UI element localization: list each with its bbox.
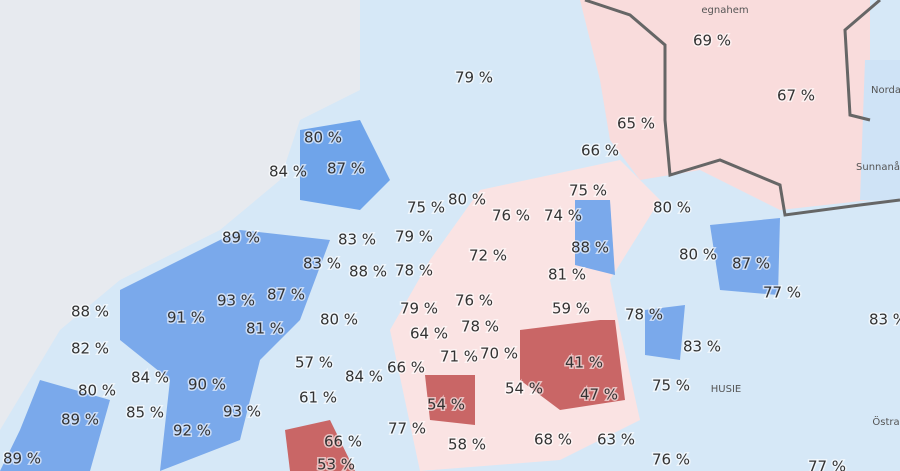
district-label: 75 % [569, 182, 607, 200]
district-label: 69 % [693, 32, 731, 50]
district-label: 76 % [455, 292, 493, 310]
district-label: 61 % [299, 389, 337, 407]
district [0, 380, 110, 471]
district-label: 93 % [223, 403, 261, 421]
district-label: 76 % [492, 207, 530, 225]
district-label: 85 % [126, 404, 164, 422]
district-label: 88 % [71, 303, 109, 321]
district [300, 120, 390, 210]
district [645, 305, 685, 360]
district-label: 90 % [188, 376, 226, 394]
district-label: 63 % [597, 431, 635, 449]
district-label: 66 % [324, 433, 362, 451]
district-label: 58 % [448, 436, 486, 454]
district-label: 66 % [387, 359, 425, 377]
district-label: 87 % [327, 160, 365, 178]
district-label: 89 % [61, 411, 99, 429]
district-label: 77 % [808, 458, 846, 471]
district-label: 53 % [317, 456, 355, 471]
district-label: 47 % [580, 386, 618, 404]
district [710, 218, 780, 295]
district-label: 83 % [338, 231, 376, 249]
district-label: 74 % [544, 207, 582, 225]
place-name: Sunnanå [856, 160, 900, 173]
district-label: 84 % [269, 163, 307, 181]
district-label: 77 % [763, 284, 801, 302]
district [580, 0, 870, 210]
district-label: 80 % [304, 129, 342, 147]
boundary [584, 0, 900, 217]
district-label: 75 % [652, 377, 690, 395]
place-name: HUSIE [711, 384, 741, 395]
district-label: 66 % [581, 142, 619, 160]
place-name: Östra [872, 415, 899, 428]
place-name: Norda [871, 85, 900, 96]
district-label: 54 % [427, 396, 465, 414]
district-label: 88 % [571, 239, 609, 257]
district-label: 83 % [869, 311, 900, 329]
district-label: 79 % [400, 300, 438, 318]
district [285, 420, 355, 471]
district-label: 79 % [395, 228, 433, 246]
district-label: 87 % [732, 255, 770, 273]
district-label: 80 % [78, 382, 116, 400]
district-label: 54 % [505, 380, 543, 398]
district-label: 59 % [552, 300, 590, 318]
district-label: 80 % [653, 199, 691, 217]
district-label: 67 % [777, 87, 815, 105]
district-label: 76 % [652, 451, 690, 469]
district-label: 84 % [345, 368, 383, 386]
district-label: 75 % [407, 199, 445, 217]
district-label: 87 % [267, 286, 305, 304]
district-label: 81 % [548, 266, 586, 284]
district [520, 320, 625, 410]
district-label: 89 % [222, 229, 260, 247]
district-label: 78 % [395, 262, 433, 280]
district-label: 80 % [679, 246, 717, 264]
district-label: 71 % [440, 348, 478, 366]
district [425, 375, 475, 425]
district-label: 88 % [349, 263, 387, 281]
district-label: 78 % [625, 306, 663, 324]
district [575, 200, 615, 275]
district-label: 41 % [565, 354, 603, 372]
district-label: 77 % [388, 420, 426, 438]
district [120, 230, 330, 471]
district-label: 80 % [320, 311, 358, 329]
place-name: egnahem [701, 5, 748, 16]
district-label: 68 % [534, 431, 572, 449]
district-label: 81 % [246, 320, 284, 338]
district-label: 80 % [448, 191, 486, 209]
district-label: 78 % [461, 318, 499, 336]
district-label: 93 % [217, 292, 255, 310]
district-label: 72 % [469, 247, 507, 265]
district-label: 83 % [303, 255, 341, 273]
boundary [843, 0, 881, 122]
district-label: 83 % [683, 338, 721, 356]
district [860, 60, 900, 200]
district-label: 91 % [167, 309, 205, 327]
district-label: 84 % [131, 369, 169, 387]
district-label: 64 % [410, 325, 448, 343]
district-label: 92 % [173, 422, 211, 440]
district-label: 79 % [455, 69, 493, 87]
district-label: 57 % [295, 354, 333, 372]
district-label: 89 % [3, 450, 41, 468]
district-label: 82 % [71, 340, 109, 358]
district-label: 70 % [480, 345, 518, 363]
labels: 79 %69 %67 %65 %66 %80 %87 %84 %75 %80 %… [1, 5, 900, 471]
district-label: 65 % [617, 115, 655, 133]
